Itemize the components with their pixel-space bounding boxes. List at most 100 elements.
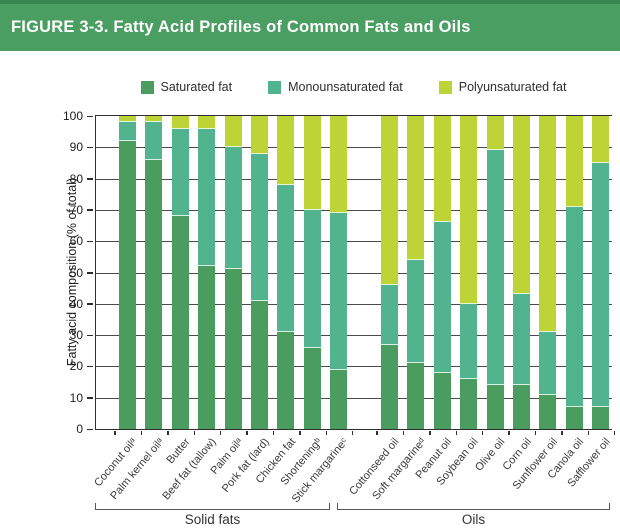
x-axis-tick [299, 431, 301, 435]
bar-palm-oil [224, 116, 242, 429]
bar-segment-saturated [407, 363, 425, 429]
bar-segment-saturated [145, 159, 163, 429]
bar-segment-polyunsaturated [381, 116, 398, 286]
bar-sunflower-oil [539, 116, 557, 429]
y-axis-label-80: 80 [69, 171, 83, 186]
legend-item-monounsaturated: Monounsaturated fat [268, 80, 403, 94]
y-axis-label-100: 100 [62, 109, 83, 123]
bar-chicken-fat [277, 116, 295, 429]
bar-segment-polyunsaturated [513, 116, 530, 295]
x-axis-tick [193, 431, 195, 435]
x-axis-tick [325, 431, 327, 435]
gridline-60 [96, 241, 612, 243]
x-axis-tick [272, 431, 275, 435]
bar-segment-monounsaturated [407, 260, 425, 364]
y-axis-tick-80 [87, 178, 93, 180]
bar-segment-polyunsaturated [303, 116, 321, 210]
bar-soybean-oil [460, 116, 478, 429]
x-axis-tick [481, 431, 484, 435]
legend-item-polyunsaturated: Polyunsaturated fat [438, 80, 567, 94]
bar-segment-monounsaturated [565, 206, 583, 408]
x-axis-tick [455, 431, 457, 435]
bar-segment-polyunsaturated [251, 116, 268, 154]
bar-segment-monounsaturated [330, 213, 348, 370]
gridline-30 [96, 335, 612, 337]
bar-segment-monounsaturated [119, 122, 136, 142]
bar-segment-polyunsaturated [460, 116, 478, 304]
bar-segment-saturated [486, 385, 504, 429]
solid-fats-group-brace [95, 503, 330, 510]
x-axis-tick [167, 431, 169, 435]
y-axis-label-40: 40 [69, 296, 83, 311]
bar-segment-monounsaturated [198, 128, 216, 267]
gridline-40 [96, 303, 612, 305]
bar-safflower-oil [592, 116, 610, 429]
y-axis-tick-20 [87, 365, 93, 368]
y-axis-tick-60 [87, 240, 93, 243]
bar-segment-saturated [460, 378, 478, 429]
y-axis-tick-70 [87, 209, 93, 211]
y-axis-tick-50 [87, 272, 93, 274]
bar-shortening [303, 116, 321, 429]
bar-segment-polyunsaturated [539, 116, 557, 332]
bar-olive-oil [486, 116, 504, 429]
bar-segment-polyunsaturated [145, 116, 163, 123]
y-axis-label-30: 30 [69, 328, 83, 343]
bar-segment-monounsaturated [277, 184, 295, 332]
bar-segment-saturated [119, 141, 136, 429]
y-axis-label-90: 90 [69, 140, 83, 155]
figure-title: FIGURE 3-3. Fatty Acid Profiles of Commo… [11, 18, 471, 36]
bar-segment-monounsaturated [145, 122, 163, 160]
bar-segment-saturated [198, 266, 216, 429]
y-axis-tick-40 [87, 303, 93, 305]
bar-segment-saturated [565, 407, 583, 429]
bar-segment-polyunsaturated [198, 116, 216, 129]
bar-segment-monounsaturated [592, 162, 610, 408]
bar-segment-monounsaturated [539, 331, 557, 395]
y-axis-label-50: 50 [69, 265, 83, 280]
bar-segment-monounsaturated [171, 128, 189, 217]
chart-legend: Saturated fat Monounsaturated fat Polyunsa… [95, 80, 612, 94]
y-axis-label-10: 10 [69, 390, 83, 405]
bar-segment-monounsaturated [224, 147, 242, 270]
x-axis-tick [140, 431, 143, 435]
bar-segment-polyunsaturated [433, 116, 451, 223]
bar-segment-monounsaturated [303, 209, 321, 348]
oils-group-label: Oils [461, 512, 486, 527]
bar-segment-saturated [277, 331, 295, 429]
gridline-10 [96, 397, 612, 399]
bar-segment-saturated [251, 300, 268, 429]
bar-cottonseed-oil [381, 116, 398, 429]
bar-beef-fat-tallow [198, 116, 216, 429]
x-axis-tick [351, 431, 354, 435]
bar-segment-saturated [171, 216, 189, 429]
bar-segment-polyunsaturated [592, 116, 610, 163]
x-axis-tick [376, 431, 378, 435]
y-axis-label-20: 20 [69, 359, 83, 374]
x-axis-tick [246, 431, 248, 435]
y-axis-tick-10 [87, 397, 93, 399]
bar-segment-saturated [592, 407, 610, 429]
bar-segment-monounsaturated [513, 294, 530, 386]
x-axis-tick [429, 431, 431, 435]
gridline-50 [96, 272, 612, 274]
y-axis-label-0: 0 [76, 422, 83, 436]
bar-segment-polyunsaturated [407, 116, 425, 260]
legend-label-polyunsaturated: Polyunsaturated fat [458, 80, 567, 94]
bar-butter [171, 116, 189, 429]
gridline-80 [96, 178, 612, 180]
bar-segment-polyunsaturated [171, 116, 189, 129]
x-axis-tick [613, 431, 616, 435]
x-axis-tick [219, 431, 222, 435]
polyunsaturated-swatch-icon [438, 80, 452, 94]
y-axis-label-70: 70 [69, 202, 83, 217]
gridline-90 [96, 147, 612, 149]
bar-segment-monounsaturated [486, 150, 504, 386]
bar-segment-saturated [303, 347, 321, 429]
bar-segment-polyunsaturated [119, 116, 136, 123]
bar-soft-margarine [407, 116, 425, 429]
bar-segment-monounsaturated [381, 285, 398, 345]
legend-item-saturated: Saturated fat [140, 80, 232, 94]
x-axis-tick [508, 431, 510, 435]
x-axis-tick [587, 431, 589, 435]
